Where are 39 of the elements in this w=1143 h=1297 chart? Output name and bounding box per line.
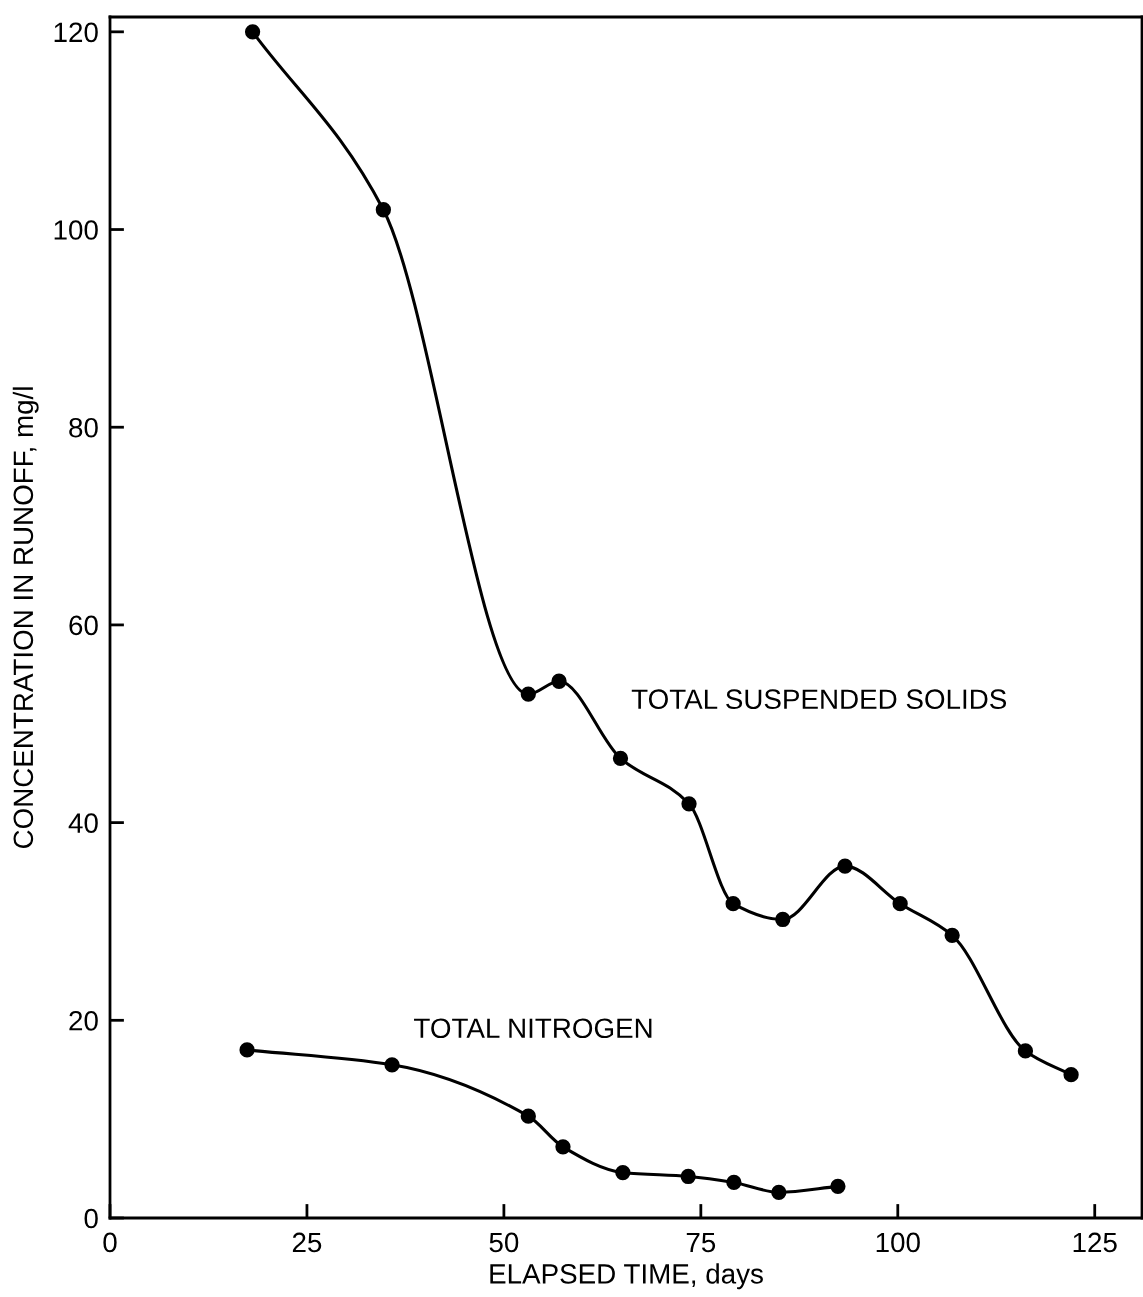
point (551, 673, 567, 689)
annotation: TOTAL NITROGEN (414, 1018, 652, 1039)
y-axis-title: CONCENTRATION IN RUNOFF, mg/l (12, 387, 39, 849)
point (615, 1164, 631, 1181)
point (520, 1108, 536, 1124)
point (1063, 1067, 1079, 1083)
point (375, 202, 391, 218)
x-axis-title: ELAPSED TIME, days (490, 1263, 763, 1290)
point (775, 911, 791, 928)
point (725, 896, 741, 912)
x-tick-label: 100 (876, 1232, 920, 1253)
point (555, 1139, 571, 1155)
point (384, 1057, 400, 1073)
point (612, 750, 629, 766)
y-tick-label: 120 (54, 22, 98, 43)
point (1017, 1043, 1034, 1059)
y-tick-label: 100 (54, 220, 98, 240)
point (830, 1178, 846, 1195)
point (520, 686, 536, 702)
point (244, 24, 261, 40)
x-tick-label: 125 (1073, 1232, 1117, 1253)
y-tick-label: 60 (69, 615, 98, 636)
y-tick-label: 40 (68, 813, 98, 833)
point (837, 858, 853, 874)
x-tick-label: 25 (292, 1232, 322, 1253)
annotation: TOTAL SUSPENDED SOLIDS (631, 689, 1007, 710)
y-tick-label: 0 (84, 1208, 98, 1229)
x-tick-label: 0 (103, 1232, 117, 1253)
point (239, 1042, 255, 1058)
point (892, 896, 908, 912)
x-tick-label: 50 (489, 1232, 519, 1253)
point (726, 1174, 742, 1191)
y-tick-label: 20 (69, 1010, 98, 1031)
point (680, 1168, 696, 1185)
point (771, 1184, 787, 1200)
y-tick-label: 80 (69, 417, 98, 438)
point (681, 796, 697, 812)
x-tick-label: 75 (686, 1232, 716, 1253)
point (944, 927, 960, 943)
